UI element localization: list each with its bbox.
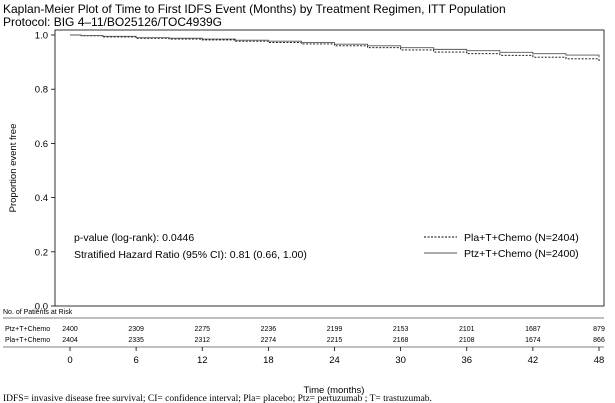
y-axis-ticks: 0.0 0.2 0.4 0.6 0.8 1.0 [35, 31, 55, 313]
risk-count: 2101 [459, 326, 475, 333]
risk-count: 2199 [327, 326, 343, 333]
y-tick-label: 0.6 [35, 139, 48, 150]
x-tick-label: 18 [263, 355, 274, 366]
risk-count: 2312 [194, 337, 210, 344]
risk-count: 2404 [62, 337, 78, 344]
p-value-annotation: p-value (log-rank): 0.0446 [74, 232, 194, 244]
risk-row-label: Ptz+T+Chemo [5, 326, 50, 333]
x-axis-label: Time (months) [304, 385, 365, 396]
y-tick-label: 1.0 [35, 31, 48, 42]
chart-title: Kaplan-Meier Plot of Time to First IDFS … [3, 2, 506, 16]
risk-row-label: Pla+T+Chemo [5, 337, 50, 344]
series-line-ptz-t-chemo [70, 34, 600, 58]
hazard-ratio-annotation: Stratified Hazard Ratio (95% CI): 0.81 (… [74, 249, 307, 261]
footnote: IDFS= invasive disease free survival; CI… [3, 393, 432, 403]
risk-count: 879 [593, 326, 605, 333]
risk-count: 2236 [261, 326, 277, 333]
risk-count: 2275 [194, 326, 210, 333]
x-tick-label: 42 [528, 355, 539, 366]
x-axis-ticks: 0 6 12 18 24 30 36 42 48 [67, 347, 604, 366]
risk-count: 2215 [327, 337, 343, 344]
legend-label: Pla+T+Chemo (N=2404) [464, 232, 579, 244]
x-tick-label: 12 [197, 355, 208, 366]
risk-count: 1674 [525, 337, 541, 344]
risk-count: 866 [593, 337, 605, 344]
y-tick-label: 0.2 [35, 247, 48, 258]
risk-count: 2400 [62, 326, 78, 333]
legend-label: Ptz+T+Chemo (N=2400) [464, 248, 579, 260]
risk-table-header: No. of Patients at Risk [3, 309, 73, 316]
x-tick-label: 30 [395, 355, 406, 366]
risk-count: 2309 [128, 326, 144, 333]
survival-curves [70, 34, 600, 63]
y-tick-label: 0.8 [35, 85, 48, 96]
x-tick-label: 48 [594, 355, 605, 366]
y-tick-label: 0.4 [35, 193, 48, 204]
risk-count: 2108 [459, 337, 475, 344]
y-axis-label: Proportion event free [8, 124, 19, 213]
risk-table: Ptz+T+Chemo 2400 2309 2275 2236 2199 2153 2101 1… [5, 326, 605, 344]
x-tick-label: 0 [67, 355, 72, 366]
x-tick-label: 6 [133, 355, 138, 366]
x-tick-label: 36 [461, 355, 472, 366]
chart-subtitle: Protocol: BIG 4–11/BO25126/TOC4939G [3, 15, 222, 29]
risk-count: 2153 [393, 326, 409, 333]
plot-frame [54, 29, 605, 307]
risk-count: 2274 [261, 337, 277, 344]
risk-count: 2168 [393, 337, 409, 344]
x-tick-label: 24 [329, 355, 340, 366]
legend: Pla+T+Chemo (N=2404) Ptz+T+Chemo (N=2400) [424, 232, 579, 260]
series-line-pla-t-chemo [70, 34, 600, 63]
risk-count: 2335 [128, 337, 144, 344]
y-tick-label: 0.0 [35, 302, 48, 313]
risk-count: 1687 [525, 326, 541, 333]
